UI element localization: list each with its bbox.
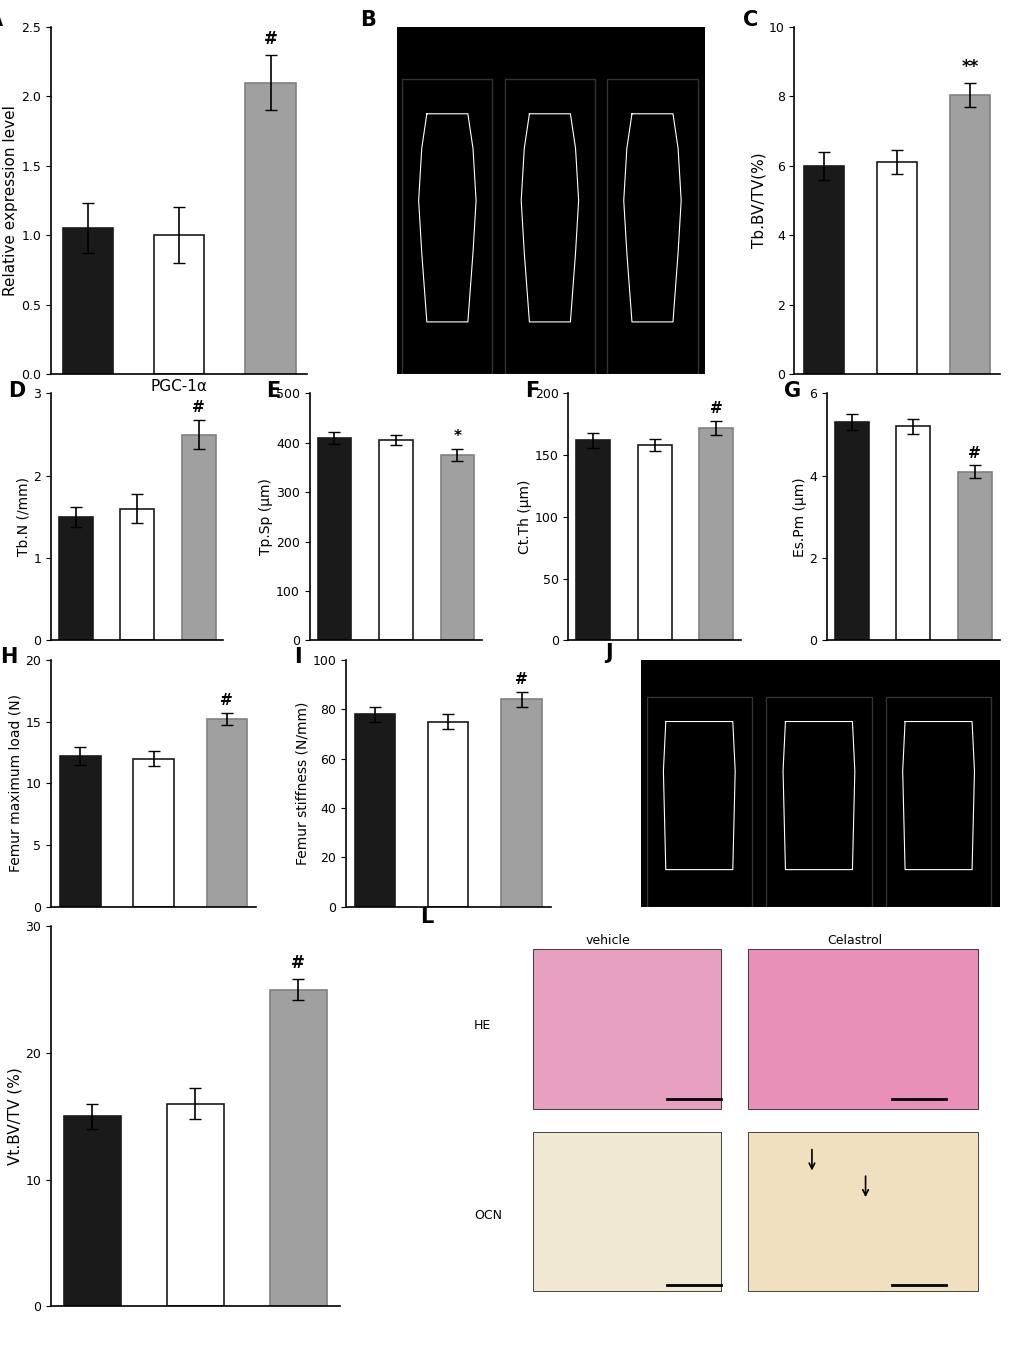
X-axis label: PGC-1α: PGC-1α [151,379,208,395]
Text: I: I [294,648,302,667]
Text: vehicle: vehicle [585,934,630,947]
Y-axis label: Tb.BV/TV(%): Tb.BV/TV(%) [750,153,765,249]
Text: #: # [193,400,205,415]
Y-axis label: Femur maximum load (N): Femur maximum load (N) [8,694,22,873]
Text: #: # [263,30,277,47]
Text: control: control [677,671,720,685]
Bar [504,78,594,373]
Bar [207,718,247,907]
Bar [355,714,395,907]
Y-axis label: Tp.Sp (μm): Tp.Sp (μm) [259,479,273,555]
Bar [120,509,154,640]
Text: A: A [0,9,3,30]
Bar [606,78,697,373]
Y-axis label: Es.Pm (μm): Es.Pm (μm) [792,478,806,556]
Bar [317,438,351,640]
Bar [896,426,929,640]
Bar [59,517,93,640]
Text: L: L [420,907,433,927]
Y-axis label: Tb.N (/mm): Tb.N (/mm) [16,478,31,556]
Text: #: # [709,400,721,415]
Bar [154,235,204,373]
Bar [440,455,474,640]
Bar [64,1116,120,1307]
Text: control: control [425,49,469,62]
Bar [270,989,326,1307]
Text: C: C [743,9,758,30]
Text: J: J [604,643,611,663]
Bar [62,229,113,373]
Bar [133,759,173,907]
Bar [379,440,413,640]
Bar [428,721,468,907]
Y-axis label: Ct.Th (μm): Ct.Th (μm) [518,480,532,555]
Text: F: F [525,382,539,400]
Y-axis label: Femur stiffness (N/mm): Femur stiffness (N/mm) [296,702,309,865]
Text: H: H [0,648,17,667]
Text: *: * [453,429,461,444]
Text: vehicle: vehicle [796,671,841,685]
Bar [646,697,751,907]
Bar [876,162,916,373]
Bar [401,78,492,373]
Bar [167,1104,223,1307]
Bar [246,83,296,373]
Text: vehicle: vehicle [527,49,572,62]
Bar [957,472,990,640]
Bar [181,434,215,640]
Y-axis label: Vt.BV/TV (%): Vt.BV/TV (%) [7,1068,22,1165]
Bar [747,1131,977,1291]
Bar [60,756,101,907]
Text: #: # [220,693,232,708]
Bar [886,697,990,907]
Bar [747,948,977,1108]
Text: Celastrol: Celastrol [625,49,680,62]
Text: OCN: OCN [474,1208,501,1222]
Bar [637,445,671,640]
Text: G: G [784,382,800,400]
Text: Celastrol: Celastrol [826,934,881,947]
Bar [533,948,720,1108]
Text: **: ** [961,58,978,76]
Bar [835,422,868,640]
Bar [699,428,733,640]
Bar [949,95,989,373]
Bar [765,697,870,907]
Bar [533,1131,720,1291]
Text: Celastrol: Celastrol [910,671,965,685]
Bar [803,166,843,373]
Text: HE: HE [474,1019,491,1031]
Text: #: # [515,672,528,687]
Text: #: # [967,445,980,460]
Text: B: B [360,9,376,30]
Text: D: D [8,382,25,400]
Text: #: # [291,954,305,971]
Text: E: E [266,382,280,400]
Y-axis label: Relative expression level: Relative expression level [3,106,18,296]
Bar [576,440,609,640]
Bar [501,700,541,907]
